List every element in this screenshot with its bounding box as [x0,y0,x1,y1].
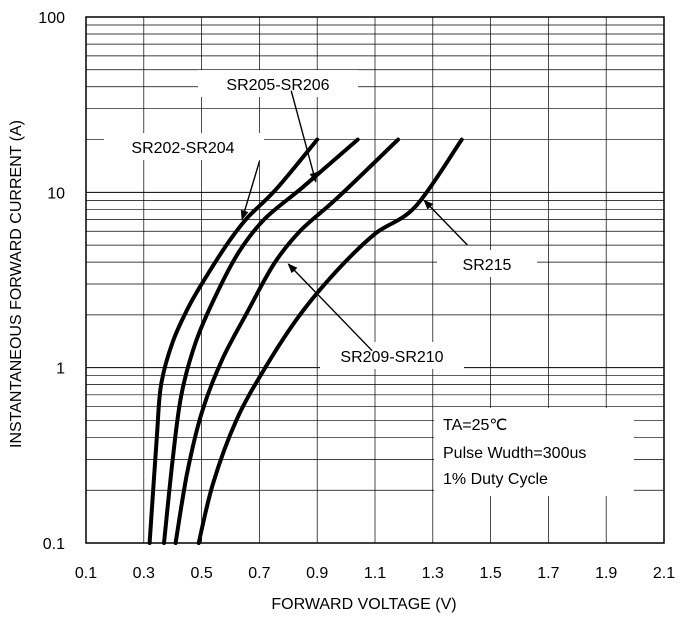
x-tick-label: 1.5 [479,565,501,582]
label-box-sr202-sr204 [104,133,264,160]
x-tick-label: 1.7 [537,565,559,582]
pointer-arrow-sr209-sr210 [287,263,373,352]
y-tick-label: 10 [47,185,65,202]
plot-frame [85,16,665,544]
conditions-note: TA=25℃ Pulse Wudth=300us 1% Duty Cycle [434,408,634,496]
plot-frame [85,16,665,544]
x-axis-title: FORWARD VOLTAGE (V) [271,596,456,613]
label-box-sr209-sr210 [320,342,464,369]
curve-sr209-sr210 [173,137,401,545]
x-tick-labels: 0.1 0.3 0.5 0.7 0.9 1.1 1.3 1.5 1.7 1.9 2.1 [75,565,675,582]
x-tick-label: 0.1 [75,565,97,582]
curve-sr205-sr206 [162,137,360,545]
curve-sr215 [196,137,464,545]
y-tick-label: 0.1 [43,536,65,553]
x-tick-label: 2.1 [653,565,675,582]
y-axis-title: INSTANTANEOUS FORWARD CURRENT (A) [8,120,25,448]
conditions-line-1: TA=25℃ [443,417,507,434]
label-pointer-arrows [240,90,468,352]
curve-sr202-sr204 [147,137,320,545]
conditions-line-2: Pulse Wudth=300us [443,445,586,462]
label-sr209-sr210: SR209-SR210 [340,349,443,366]
x-tick-label: 1.9 [595,565,617,582]
curves [147,137,464,545]
label-sr202-sr204: SR202-SR204 [131,140,234,157]
label-sr205-sr206: SR205-SR206 [226,77,329,94]
y-tick-labels: 0.1 1 10 100 [38,10,65,553]
pointer-arrow-sr202-sr204 [240,161,261,221]
x-tick-label: 1.1 [364,565,386,582]
label-box-sr205-sr206 [198,70,358,97]
y-tick-label: 1 [56,361,65,378]
series-labels: SR205-SR206 SR202-SR204 SR215 SR209-SR21… [104,70,537,369]
x-tick-label: 0.3 [133,565,155,582]
conditions-line-3: 1% Duty Cycle [443,471,548,488]
y-tick-label: 100 [38,10,65,27]
pointer-arrow-sr205-sr206 [290,90,318,183]
x-tick-label: 1.3 [422,565,444,582]
conditions-note-box [434,408,634,496]
x-tick-label: 0.5 [190,565,212,582]
label-sr215: SR215 [463,257,512,274]
label-box-sr215 [437,250,537,277]
x-tick-label: 0.9 [306,565,328,582]
pointer-arrow-sr215 [423,199,468,246]
x-tick-label: 0.7 [248,565,270,582]
